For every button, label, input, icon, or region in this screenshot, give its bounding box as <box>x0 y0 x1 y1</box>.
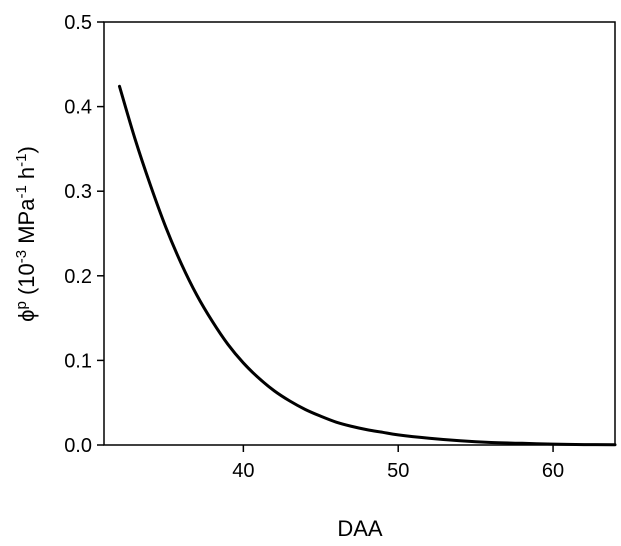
y-axis-title-superscript: -3 <box>13 250 30 263</box>
plot-frame <box>103 21 616 446</box>
y-axis-title-superscript: -1 <box>13 153 30 166</box>
x-tick-label: 40 <box>232 460 254 482</box>
y-tick-label: 0.4 <box>64 97 92 119</box>
y-axis-title-superscript: -1 <box>13 185 30 198</box>
plot-area-border <box>103 21 616 446</box>
y-tick-label: 0.1 <box>64 350 92 372</box>
y-tick-label: 0.5 <box>64 12 92 34</box>
x-tick-label: 60 <box>542 460 564 482</box>
y-axis: 0.0 0.1 0.2 0.3 0.4 0.5 <box>64 12 104 457</box>
y-axis-title-part: (10 <box>14 263 39 301</box>
y-tick-label: 0.2 <box>64 266 92 288</box>
series-layer <box>117 84 617 447</box>
y-axis-title-part: MPa <box>14 198 39 250</box>
x-axis-title: DAA <box>337 516 383 541</box>
y-axis-title: ϕp (10-3 MPa-1 h-1) <box>13 146 40 322</box>
x-tick-label: 50 <box>387 460 409 482</box>
x-axis: 40 50 60 <box>232 445 564 482</box>
y-axis-title-part: h <box>14 167 39 185</box>
y-axis-title-superscript: p <box>13 301 30 309</box>
series-line <box>117 84 617 447</box>
y-tick-label: 0.3 <box>64 181 92 203</box>
y-axis-title-part: ) <box>14 146 39 153</box>
y-tick-label: 0.0 <box>64 435 92 457</box>
y-axis-title-part: ϕ <box>14 310 39 322</box>
